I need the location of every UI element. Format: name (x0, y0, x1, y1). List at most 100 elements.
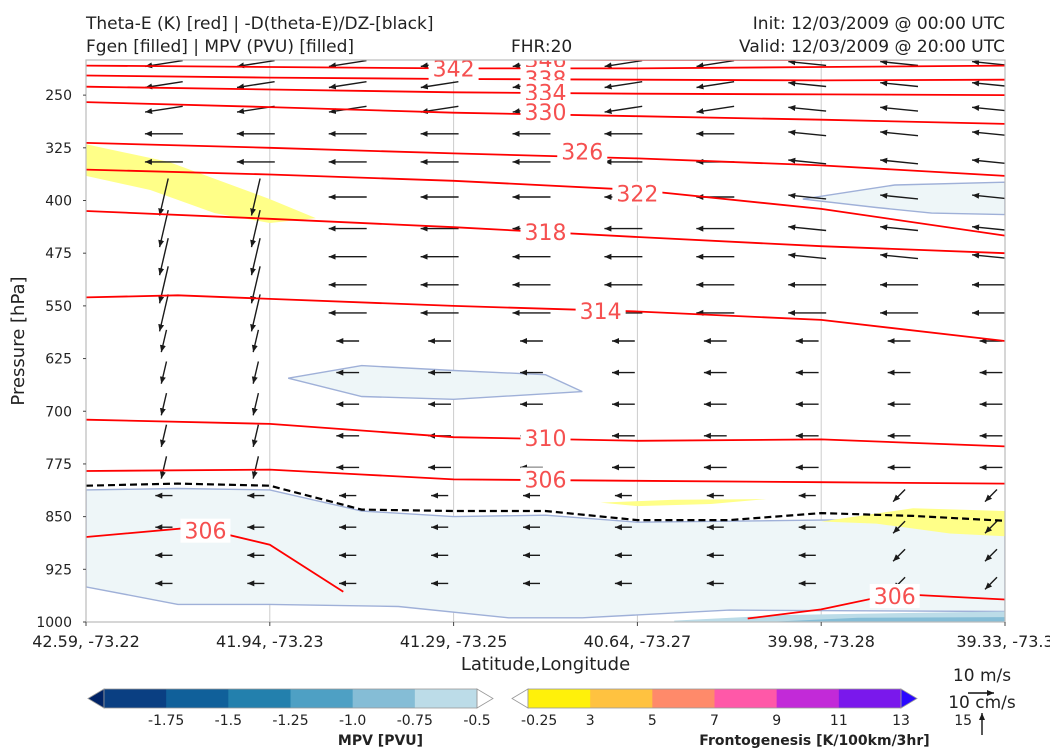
wind-vector (250, 294, 261, 332)
wind-vector (250, 266, 261, 304)
colorbar-tick-label: 9 (772, 713, 781, 729)
wind-vector (892, 548, 906, 562)
theta-e-contour (747, 592, 1005, 620)
wind-vector (696, 81, 735, 90)
theta-e-contour (86, 526, 344, 593)
colorbar-segment (290, 689, 354, 708)
wind-vector (158, 209, 169, 248)
colorbar-border (527, 688, 902, 709)
wind-vector (251, 424, 260, 448)
contour-label-group: 342 (428, 57, 479, 82)
theta-e-label: 306 (525, 468, 567, 493)
contour-label-bg (520, 99, 571, 124)
y-tick-label: 700 (45, 404, 72, 420)
wind-vector (251, 361, 260, 384)
contour-label-bg (869, 584, 920, 609)
y-axis-label: Pressure [hPa] (8, 276, 29, 405)
colorbar-segment (714, 689, 778, 708)
contour-label-bg (428, 60, 479, 81)
colorbar-segment (776, 689, 840, 708)
vector-key-vertical-label: 10 cm/s (948, 693, 1016, 713)
contour-label-bg (180, 518, 231, 543)
wind-vector (788, 80, 827, 88)
theta-e-label: 306 (184, 520, 226, 545)
contour-label-bg (612, 181, 663, 206)
colorbar-segment (104, 689, 167, 708)
wind-vector (250, 238, 261, 276)
contour-label-bg (557, 139, 608, 164)
theta-e-contour (86, 142, 1005, 177)
y-tick-label: 850 (45, 510, 72, 526)
wind-vector (250, 178, 261, 216)
wind-vector (788, 105, 827, 112)
forecast-hour: FHR:20 (511, 37, 573, 57)
mpv-region (802, 181, 1005, 216)
wind-vector (892, 520, 906, 534)
fgen-region (600, 499, 767, 507)
colorbar-extend-right (900, 688, 918, 709)
wind-vector (158, 294, 169, 332)
wind-vector (158, 266, 169, 304)
contour-label-bg (575, 298, 626, 323)
colorbar-tick-label: 7 (710, 713, 719, 729)
vector-key-wind-label: 10 m/s (953, 666, 1011, 686)
colorbar-segment (652, 689, 715, 708)
colorbar-extend-right (476, 688, 494, 709)
contour-label-group: 330 (520, 99, 571, 126)
wind-vector (788, 60, 827, 67)
wind-vector (788, 224, 827, 232)
colorbar-tick-label: -1.5 (215, 713, 242, 729)
wind-vector (984, 548, 998, 562)
wind-vector (972, 129, 1005, 136)
y-tick-label: 400 (45, 194, 72, 210)
colorbar-extend-left (511, 688, 529, 709)
wind-vector (972, 157, 1005, 165)
colorbar-border (103, 688, 478, 709)
colorbar-label: MPV [PVU] (338, 733, 423, 749)
wind-vector (250, 209, 261, 248)
wind-vector (788, 252, 827, 260)
wind-vector (880, 129, 919, 137)
contour-label-group: 322 (612, 181, 663, 207)
colorbar-segment (838, 689, 902, 708)
theta-e-label: 322 (616, 182, 658, 207)
wind-vector (880, 192, 919, 200)
x-tick-label: 42.59, -73.22 (32, 632, 140, 651)
theta-e-label: 342 (433, 57, 475, 82)
wind-vector (328, 81, 367, 90)
colorbar-tick-label: -1.0 (339, 713, 366, 729)
wind-vector (880, 80, 919, 88)
contour-label-group: 318 (520, 220, 571, 246)
y-tick-label: 250 (45, 88, 72, 104)
wind-vector (236, 60, 275, 69)
wind-vector (159, 456, 168, 479)
wind-vector (984, 520, 998, 534)
theta-e-label: 314 (580, 300, 622, 325)
valid-time: Valid: 12/03/2009 @ 20:00 UTC (739, 37, 1005, 57)
colorbar-segment (228, 689, 291, 708)
x-tick-label: 40.64, -73.27 (584, 632, 692, 651)
plot-clip-group: 346342338334330326322318314310306306306 (86, 57, 1005, 622)
stability-line (86, 482, 1005, 522)
theta-e-contour (86, 468, 1005, 485)
colorbar-segment (414, 689, 478, 708)
wind-vector (972, 192, 1005, 200)
wind-vector (892, 489, 906, 503)
y-tick-label: 475 (45, 246, 72, 262)
wind-vector (328, 60, 367, 69)
contour-label-bg (520, 220, 571, 245)
wind-vector (972, 105, 1005, 112)
colorbar-extend-left (87, 688, 105, 709)
colorbar-tick-label: 5 (648, 713, 657, 729)
wind-vector (144, 81, 183, 90)
theta-e-label: 310 (525, 427, 567, 452)
wind-vector (604, 60, 643, 69)
wind-vector (159, 392, 168, 416)
plot-title-line2: Fgen [filled] | MPV (PVU) [filled] (86, 37, 355, 57)
wind-vector (696, 60, 735, 69)
wind-vector (880, 157, 919, 165)
colorbar-tick-label: -0.25 (521, 713, 557, 729)
mpv-region-strong (766, 617, 1005, 622)
colorbar-label: Frontogenesis [K/100km/3hr] (699, 733, 929, 749)
wind-vector (236, 81, 275, 90)
